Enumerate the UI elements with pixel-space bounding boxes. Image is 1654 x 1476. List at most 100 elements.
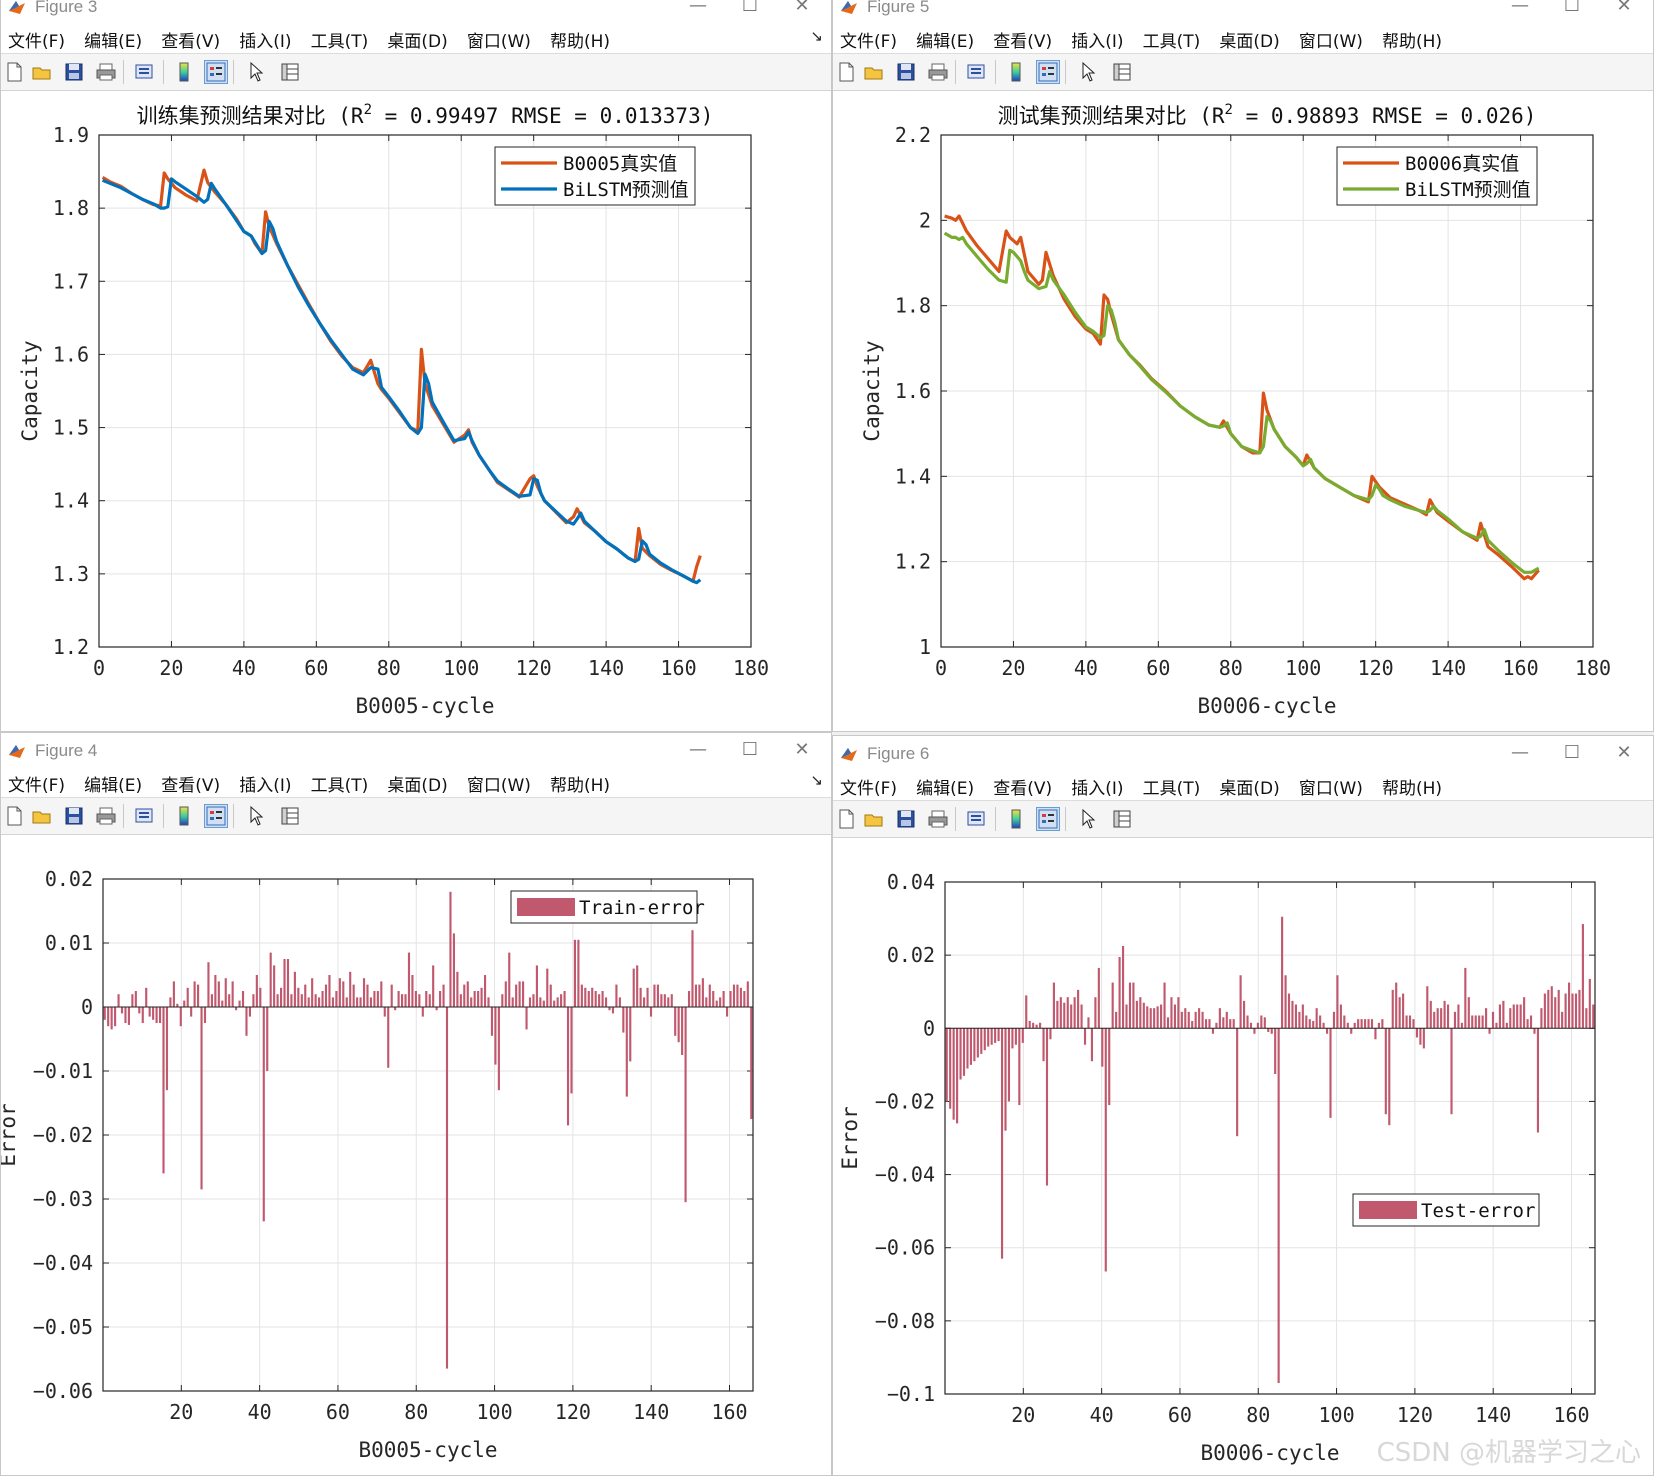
print-icon[interactable]	[95, 61, 117, 83]
colorbar-icon[interactable]	[1005, 808, 1027, 830]
legend-icon[interactable]	[1036, 807, 1060, 831]
new-file-icon[interactable]	[3, 805, 25, 827]
axes-box	[944, 881, 1596, 1395]
print-preview-icon[interactable]	[133, 805, 155, 827]
maximize-button[interactable]: ☐	[1563, 742, 1581, 763]
error-bar	[1087, 1017, 1090, 1029]
print-icon[interactable]	[927, 808, 949, 830]
error-bar	[1063, 1002, 1066, 1029]
menu-desktop[interactable]: 桌面(D)	[387, 32, 448, 52]
window-titlebar[interactable]: Figure 3 — ☐ ✕	[1, 0, 831, 24]
error-bar	[1298, 1011, 1301, 1029]
open-folder-icon[interactable]	[863, 61, 885, 83]
pointer-icon[interactable]	[1077, 808, 1099, 830]
minimize-button[interactable]: —	[689, 739, 707, 760]
property-editor-icon[interactable]	[279, 61, 301, 83]
menu-window[interactable]: 窗口(W)	[466, 32, 531, 52]
window-titlebar[interactable]: Figure 6 — ☐ ✕	[833, 736, 1653, 771]
x-tick-label: 40	[232, 656, 256, 680]
colorbar-icon[interactable]	[1005, 61, 1027, 83]
matlab-icon	[9, 1, 25, 14]
pointer-icon[interactable]	[1077, 61, 1099, 83]
colorbar-icon[interactable]	[173, 805, 195, 827]
menu-window[interactable]: 窗口(W)	[466, 776, 531, 796]
legend-icon[interactable]	[204, 60, 228, 84]
print-preview-icon[interactable]	[133, 61, 155, 83]
save-icon[interactable]	[63, 61, 85, 83]
new-file-icon[interactable]	[835, 808, 857, 830]
menu-file[interactable]: 文件(F)	[840, 32, 898, 52]
error-bar	[369, 997, 373, 1007]
menu-desktop[interactable]: 桌面(D)	[1219, 779, 1280, 799]
menu-desktop[interactable]: 桌面(D)	[1219, 32, 1280, 52]
minimize-button[interactable]: —	[1511, 0, 1529, 16]
print-icon[interactable]	[95, 805, 117, 827]
open-folder-icon[interactable]	[31, 805, 53, 827]
menu-window[interactable]: 窗口(W)	[1298, 32, 1363, 52]
menu-desktop[interactable]: 桌面(D)	[387, 776, 448, 796]
dock-arrow-icon[interactable]: ↘	[810, 27, 823, 45]
menu-tools[interactable]: 工具(T)	[310, 32, 369, 52]
menu-file[interactable]: 文件(F)	[840, 779, 898, 799]
legend-icon[interactable]	[1036, 60, 1060, 84]
menu-view[interactable]: 查看(V)	[993, 779, 1053, 799]
toolbar-separator	[123, 804, 124, 828]
error-bar	[587, 991, 590, 1007]
save-icon[interactable]	[895, 808, 917, 830]
menu-insert[interactable]: 插入(I)	[1071, 779, 1124, 799]
x-tick-label: 100	[1285, 656, 1321, 680]
new-file-icon[interactable]	[835, 61, 857, 83]
open-folder-icon[interactable]	[863, 808, 885, 830]
print-preview-icon[interactable]	[965, 808, 987, 830]
colorbar-icon[interactable]	[173, 61, 195, 83]
maximize-button[interactable]: ☐	[741, 739, 759, 760]
legend-icon[interactable]	[204, 804, 228, 828]
maximize-button[interactable]: ☐	[741, 0, 759, 16]
menu-edit[interactable]: 编辑(E)	[84, 776, 143, 796]
menu-view[interactable]: 查看(V)	[161, 32, 221, 52]
error-bar	[1353, 1022, 1356, 1029]
menu-edit[interactable]: 编辑(E)	[84, 32, 143, 52]
save-icon[interactable]	[63, 805, 85, 827]
close-button[interactable]: ✕	[794, 739, 810, 760]
menu-file[interactable]: 文件(F)	[8, 776, 66, 796]
close-button[interactable]: ✕	[1616, 742, 1632, 763]
menu-tools[interactable]: 工具(T)	[1142, 32, 1201, 52]
pointer-icon[interactable]	[245, 805, 267, 827]
minimize-button[interactable]: —	[689, 0, 707, 16]
menu-insert[interactable]: 插入(I)	[239, 32, 292, 52]
window-titlebar[interactable]: Figure 4 — ☐ ✕	[1, 733, 831, 768]
menu-help[interactable]: 帮助(H)	[550, 776, 611, 796]
menu-edit[interactable]: 编辑(E)	[916, 32, 975, 52]
pointer-icon[interactable]	[245, 61, 267, 83]
maximize-button[interactable]: ☐	[1563, 0, 1581, 16]
menu-insert[interactable]: 插入(I)	[239, 776, 292, 796]
print-icon[interactable]	[927, 61, 949, 83]
save-icon[interactable]	[895, 61, 917, 83]
property-editor-icon[interactable]	[279, 805, 301, 827]
menu-help[interactable]: 帮助(H)	[1382, 779, 1443, 799]
menu-tools[interactable]: 工具(T)	[310, 776, 369, 796]
print-preview-icon[interactable]	[965, 61, 987, 83]
new-file-icon[interactable]	[3, 61, 25, 83]
menu-edit[interactable]: 编辑(E)	[916, 779, 975, 799]
dock-arrow-icon[interactable]: ↘	[810, 771, 823, 789]
window-titlebar[interactable]: Figure 5 — ☐ ✕	[833, 0, 1653, 24]
minimize-button[interactable]: —	[1511, 742, 1529, 763]
error-bar	[1564, 993, 1567, 1029]
close-button[interactable]: ✕	[794, 0, 810, 16]
menu-insert[interactable]: 插入(I)	[1071, 32, 1124, 52]
error-bar	[1471, 1015, 1474, 1029]
open-folder-icon[interactable]	[31, 61, 53, 83]
menu-tools[interactable]: 工具(T)	[1142, 779, 1201, 799]
error-bar	[729, 991, 732, 1007]
close-button[interactable]: ✕	[1616, 0, 1632, 16]
menu-view[interactable]: 查看(V)	[161, 776, 221, 796]
menu-file[interactable]: 文件(F)	[8, 32, 66, 52]
menu-view[interactable]: 查看(V)	[993, 32, 1053, 52]
menu-help[interactable]: 帮助(H)	[1382, 32, 1443, 52]
menu-window[interactable]: 窗口(W)	[1298, 779, 1363, 799]
property-editor-icon[interactable]	[1111, 808, 1133, 830]
menu-help[interactable]: 帮助(H)	[550, 32, 611, 52]
property-editor-icon[interactable]	[1111, 61, 1133, 83]
